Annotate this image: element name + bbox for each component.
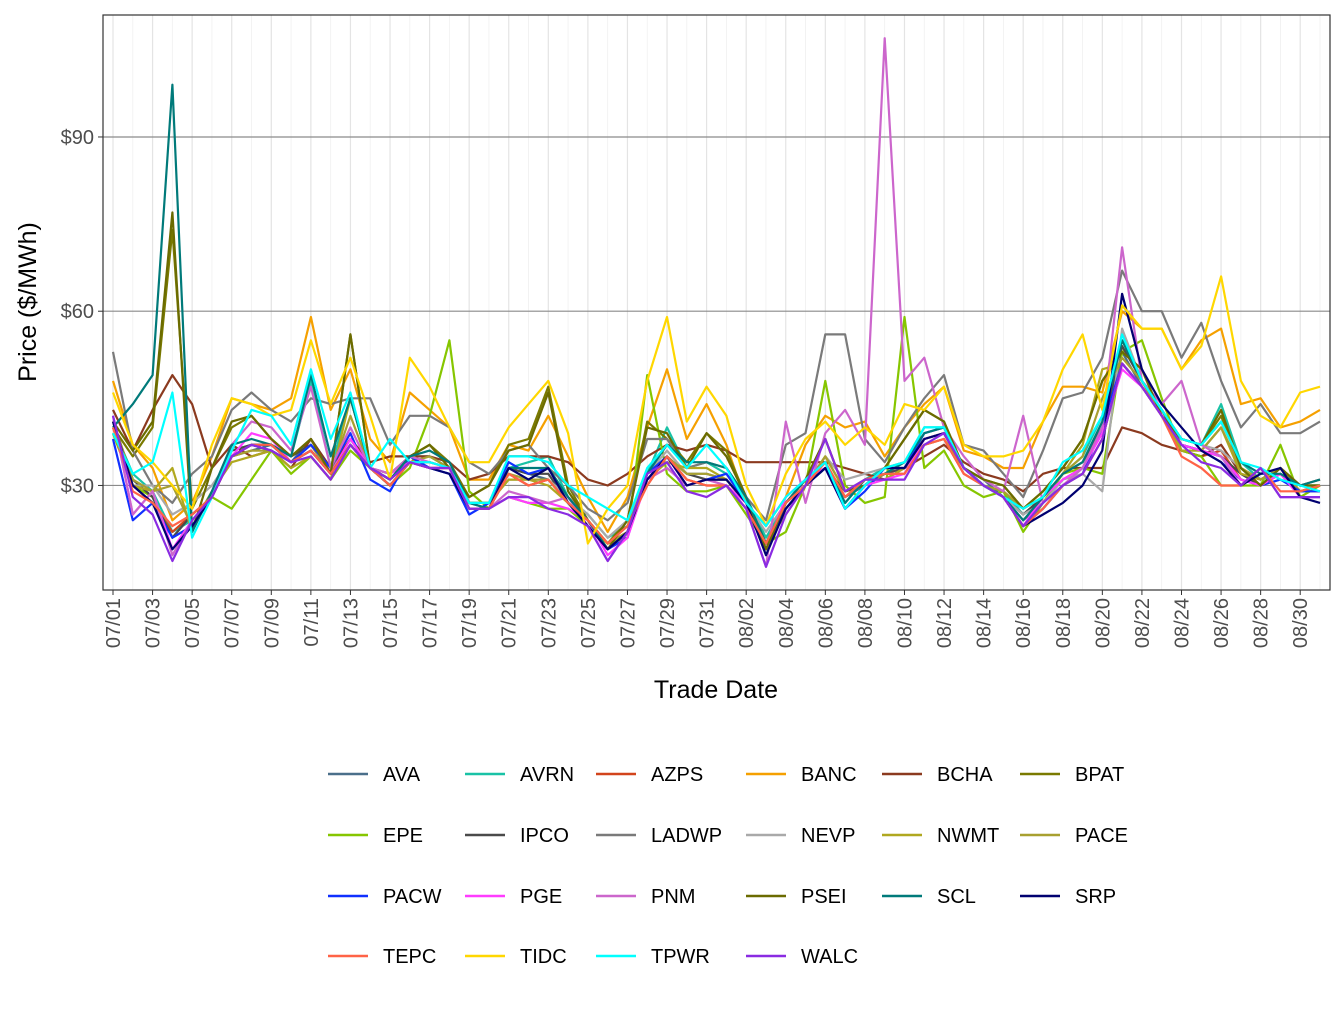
legend-label: PACE [1075, 825, 1128, 847]
x-tick-label: 08/20 [1092, 598, 1114, 648]
legend-label: WALC [801, 946, 858, 968]
x-tick-label: 07/25 [578, 598, 600, 648]
x-tick-label: 08/12 [934, 598, 956, 648]
x-tick-label: 08/28 [1251, 598, 1273, 648]
x-tick-label: 07/17 [420, 598, 442, 648]
legend: AVA AVRN AZPS BANC BCHA BPAT EPE IPCO LADWP NEVP N… [328, 764, 1128, 968]
x-tick-label: 08/18 [1053, 598, 1075, 648]
x-tick-label: 07/21 [499, 598, 521, 648]
series-line [112, 333, 1321, 539]
lines [111, 37, 1321, 568]
legend-label: NEVP [801, 825, 855, 847]
legend-label: SRP [1075, 886, 1116, 908]
x-axis-title: Trade Date [654, 676, 778, 704]
y-tick-label: $30 [61, 475, 94, 497]
x-tick-label: 07/05 [182, 598, 204, 648]
x-tick-label: 08/06 [815, 598, 837, 648]
x-tick-label: 08/16 [1013, 598, 1035, 648]
x-tick-label: 07/27 [617, 598, 639, 648]
x-tick-label: 07/31 [697, 598, 719, 648]
series-line [112, 83, 1321, 551]
y-tick-label: $90 [61, 127, 94, 149]
legend-label: BCHA [937, 764, 993, 786]
legend-label: TIDC [520, 946, 567, 968]
y-axis-title: Price ($/MWh) [14, 222, 42, 382]
x-tick-label: 08/08 [855, 598, 877, 648]
x-tick-label: 07/19 [459, 598, 481, 648]
x-tick-label: 07/01 [103, 598, 125, 648]
x-tick-label: 08/04 [776, 598, 798, 648]
x-tick-label: 07/29 [657, 598, 679, 648]
x-tick-label: 07/03 [143, 598, 165, 648]
legend-label: EPE [383, 825, 423, 847]
x-tick-label: 08/10 [894, 598, 916, 648]
legend-label: PACW [383, 886, 442, 908]
series-line [111, 37, 1320, 568]
x-tick-label: 07/11 [301, 598, 323, 647]
y-tick-label: $60 [61, 301, 94, 323]
series-line [111, 362, 1320, 568]
x-tick-label: 08/22 [1132, 598, 1154, 648]
legend-label: AVA [383, 764, 421, 786]
x-tick-label: 07/09 [261, 598, 283, 648]
x-tick-label: 07/07 [222, 598, 244, 648]
x-tick-label: 08/02 [736, 598, 758, 648]
legend-label: BPAT [1075, 764, 1124, 786]
legend-label: TPWR [651, 946, 710, 968]
legend-label: IPCO [520, 825, 569, 847]
legend-label: AVRN [520, 764, 574, 786]
legend-label: PSEI [801, 886, 847, 908]
series-line [111, 275, 1321, 545]
legend-label: NWMT [937, 825, 999, 847]
legend-label: SCL [937, 886, 976, 908]
panel-border [102, 14, 1331, 591]
legend-label: TEPC [383, 946, 436, 968]
legend-label: AZPS [651, 764, 703, 786]
x-tick-label: 07/13 [340, 598, 362, 648]
x-tick-label: 08/14 [974, 598, 996, 648]
legend-label: PGE [520, 886, 562, 908]
x-tick-label: 08/26 [1211, 598, 1233, 648]
x-tick-label: 08/30 [1290, 598, 1312, 648]
x-tick-label: 08/24 [1171, 598, 1193, 648]
x-tick-label: 07/23 [538, 598, 560, 648]
x-tick-label: 07/15 [380, 598, 402, 648]
legend-label: LADWP [651, 825, 722, 847]
legend-label: PNM [651, 886, 695, 908]
legend-label: BANC [801, 764, 857, 786]
